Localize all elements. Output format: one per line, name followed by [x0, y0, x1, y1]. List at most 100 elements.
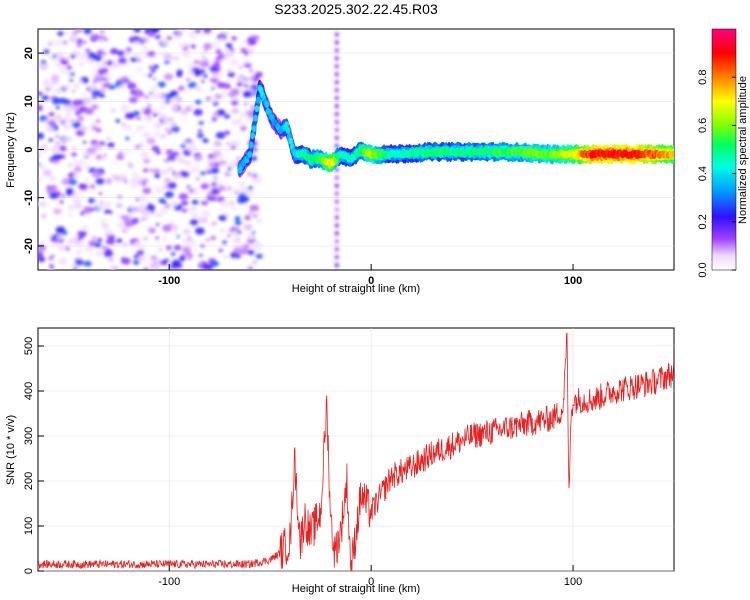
noise-speck [205, 237, 211, 242]
noise-speck [247, 172, 253, 176]
noise-speck [215, 72, 223, 78]
noise-speck [199, 244, 205, 248]
noise-speck [227, 142, 235, 147]
noise-speck [106, 136, 111, 141]
noise-speck [83, 29, 92, 35]
noise-speck [167, 55, 175, 61]
noise-speck [219, 37, 225, 41]
noise-speck [67, 213, 73, 218]
noise-speck [102, 81, 106, 84]
noise-speck [158, 198, 166, 204]
noise-speck [173, 244, 182, 251]
colorbar-tick-label: 0.8 [697, 70, 709, 85]
noise-speck [229, 59, 240, 67]
noise-speck [234, 220, 242, 226]
noise-speck [146, 137, 156, 145]
noise-speck [80, 92, 87, 97]
noise-speck [252, 174, 257, 178]
noise-speck [142, 73, 147, 77]
noise-speck [164, 191, 174, 199]
noise-speck [136, 250, 145, 256]
noise-speck [118, 151, 123, 155]
noise-speck [62, 84, 70, 90]
noise-speck [56, 235, 64, 241]
noise-speck [101, 61, 108, 66]
noise-speck [54, 114, 62, 121]
noise-speck [201, 200, 209, 206]
noise-speck [203, 263, 214, 270]
noise-speck [154, 211, 164, 218]
noise-speck [184, 160, 193, 167]
noise-speck [130, 57, 137, 63]
noise-speck [103, 72, 112, 79]
noise-speck [103, 228, 113, 236]
noise-speck [95, 154, 103, 160]
noise-speck [206, 157, 217, 164]
noise-speck [164, 128, 169, 131]
noise-speck [157, 81, 166, 88]
noise-speck [76, 43, 83, 48]
noise-speck [211, 64, 217, 69]
noise-speck [107, 142, 115, 148]
noise-speck [125, 136, 130, 141]
noise-speck [181, 246, 191, 254]
noise-speck [54, 134, 60, 139]
noise-speck [149, 264, 155, 269]
noise-speck [334, 40, 340, 45]
noise-speck [182, 228, 191, 235]
noise-speck [138, 204, 147, 210]
noise-speck [227, 71, 235, 78]
noise-speck [57, 244, 67, 252]
noise-speck [240, 74, 244, 78]
noise-speck [334, 199, 340, 204]
noise-speck [42, 169, 53, 177]
ridge-mark [248, 141, 254, 149]
noise-speck [203, 49, 208, 52]
noise-speck [63, 32, 68, 36]
noise-speck [334, 175, 340, 180]
noise-speck [153, 132, 159, 137]
noise-speck [91, 104, 99, 110]
spectrogram-noise [38, 29, 340, 270]
noise-speck [149, 91, 153, 95]
noise-speck [178, 257, 183, 261]
noise-speck [108, 265, 117, 270]
noise-speck [65, 246, 71, 251]
noise-speck [190, 166, 200, 174]
noise-speck [40, 240, 45, 245]
noise-speck [165, 149, 174, 156]
noise-speck [106, 238, 116, 245]
ridge-mark [247, 151, 253, 159]
snr-y-tick-label: 500 [23, 337, 35, 355]
noise-speck [222, 82, 232, 90]
noise-speck [143, 267, 149, 270]
noise-speck [133, 260, 140, 265]
noise-speck [115, 119, 121, 123]
noise-speck [215, 49, 222, 54]
noise-speck [225, 79, 231, 83]
noise-speck [197, 133, 204, 139]
noise-speck [242, 90, 252, 98]
noise-speck [113, 161, 118, 164]
noise-speck [150, 68, 156, 73]
noise-speck [207, 154, 212, 158]
noise-speck [90, 33, 100, 41]
ridge-mark [671, 150, 674, 158]
noise-speck [147, 73, 153, 78]
noise-speck [110, 48, 119, 55]
noise-speck [80, 125, 88, 132]
noise-speck [127, 150, 131, 154]
noise-speck [103, 250, 114, 258]
noise-speck [115, 203, 123, 208]
noise-speck [75, 29, 84, 34]
noise-speck [123, 219, 134, 228]
noise-speck [38, 163, 42, 166]
noise-speck [49, 176, 55, 181]
noise-speck [72, 174, 79, 179]
noise-speck [223, 171, 231, 177]
noise-speck [54, 87, 63, 94]
noise-speck [191, 199, 199, 205]
noise-speck [237, 117, 242, 121]
noise-speck [66, 243, 70, 247]
